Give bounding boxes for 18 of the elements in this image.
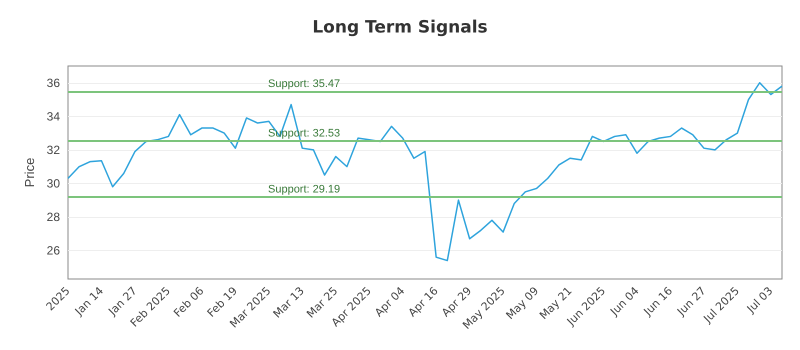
y-tick-label: 30 — [46, 176, 60, 190]
x-tick-label: Apr 04 — [372, 284, 408, 320]
x-tick-label: Mar 13 — [270, 284, 307, 321]
x-tick-label: Feb 06 — [171, 284, 206, 320]
y-tick-label: 26 — [46, 243, 60, 258]
x-tick-label: Jan 14 — [72, 284, 106, 319]
x-tick-label: Jun 04 — [607, 284, 642, 319]
x-tick-label: Jul 03 — [744, 284, 776, 316]
ref-line-label: Support: 29.19 — [268, 183, 340, 196]
y-axis-title: Price — [22, 158, 37, 188]
x-tick-label: Jun 16 — [640, 284, 676, 319]
y-tick-label: 32 — [46, 142, 60, 157]
y-tick-label: 28 — [46, 210, 60, 224]
y-tick-label: 36 — [46, 76, 60, 90]
y-tick-label: 34 — [46, 109, 60, 124]
ref-line-label: Support: 35.47 — [268, 78, 340, 90]
chart-title: Long Term Signals — [312, 18, 488, 38]
x-tick-label: Apr 16 — [406, 284, 441, 320]
